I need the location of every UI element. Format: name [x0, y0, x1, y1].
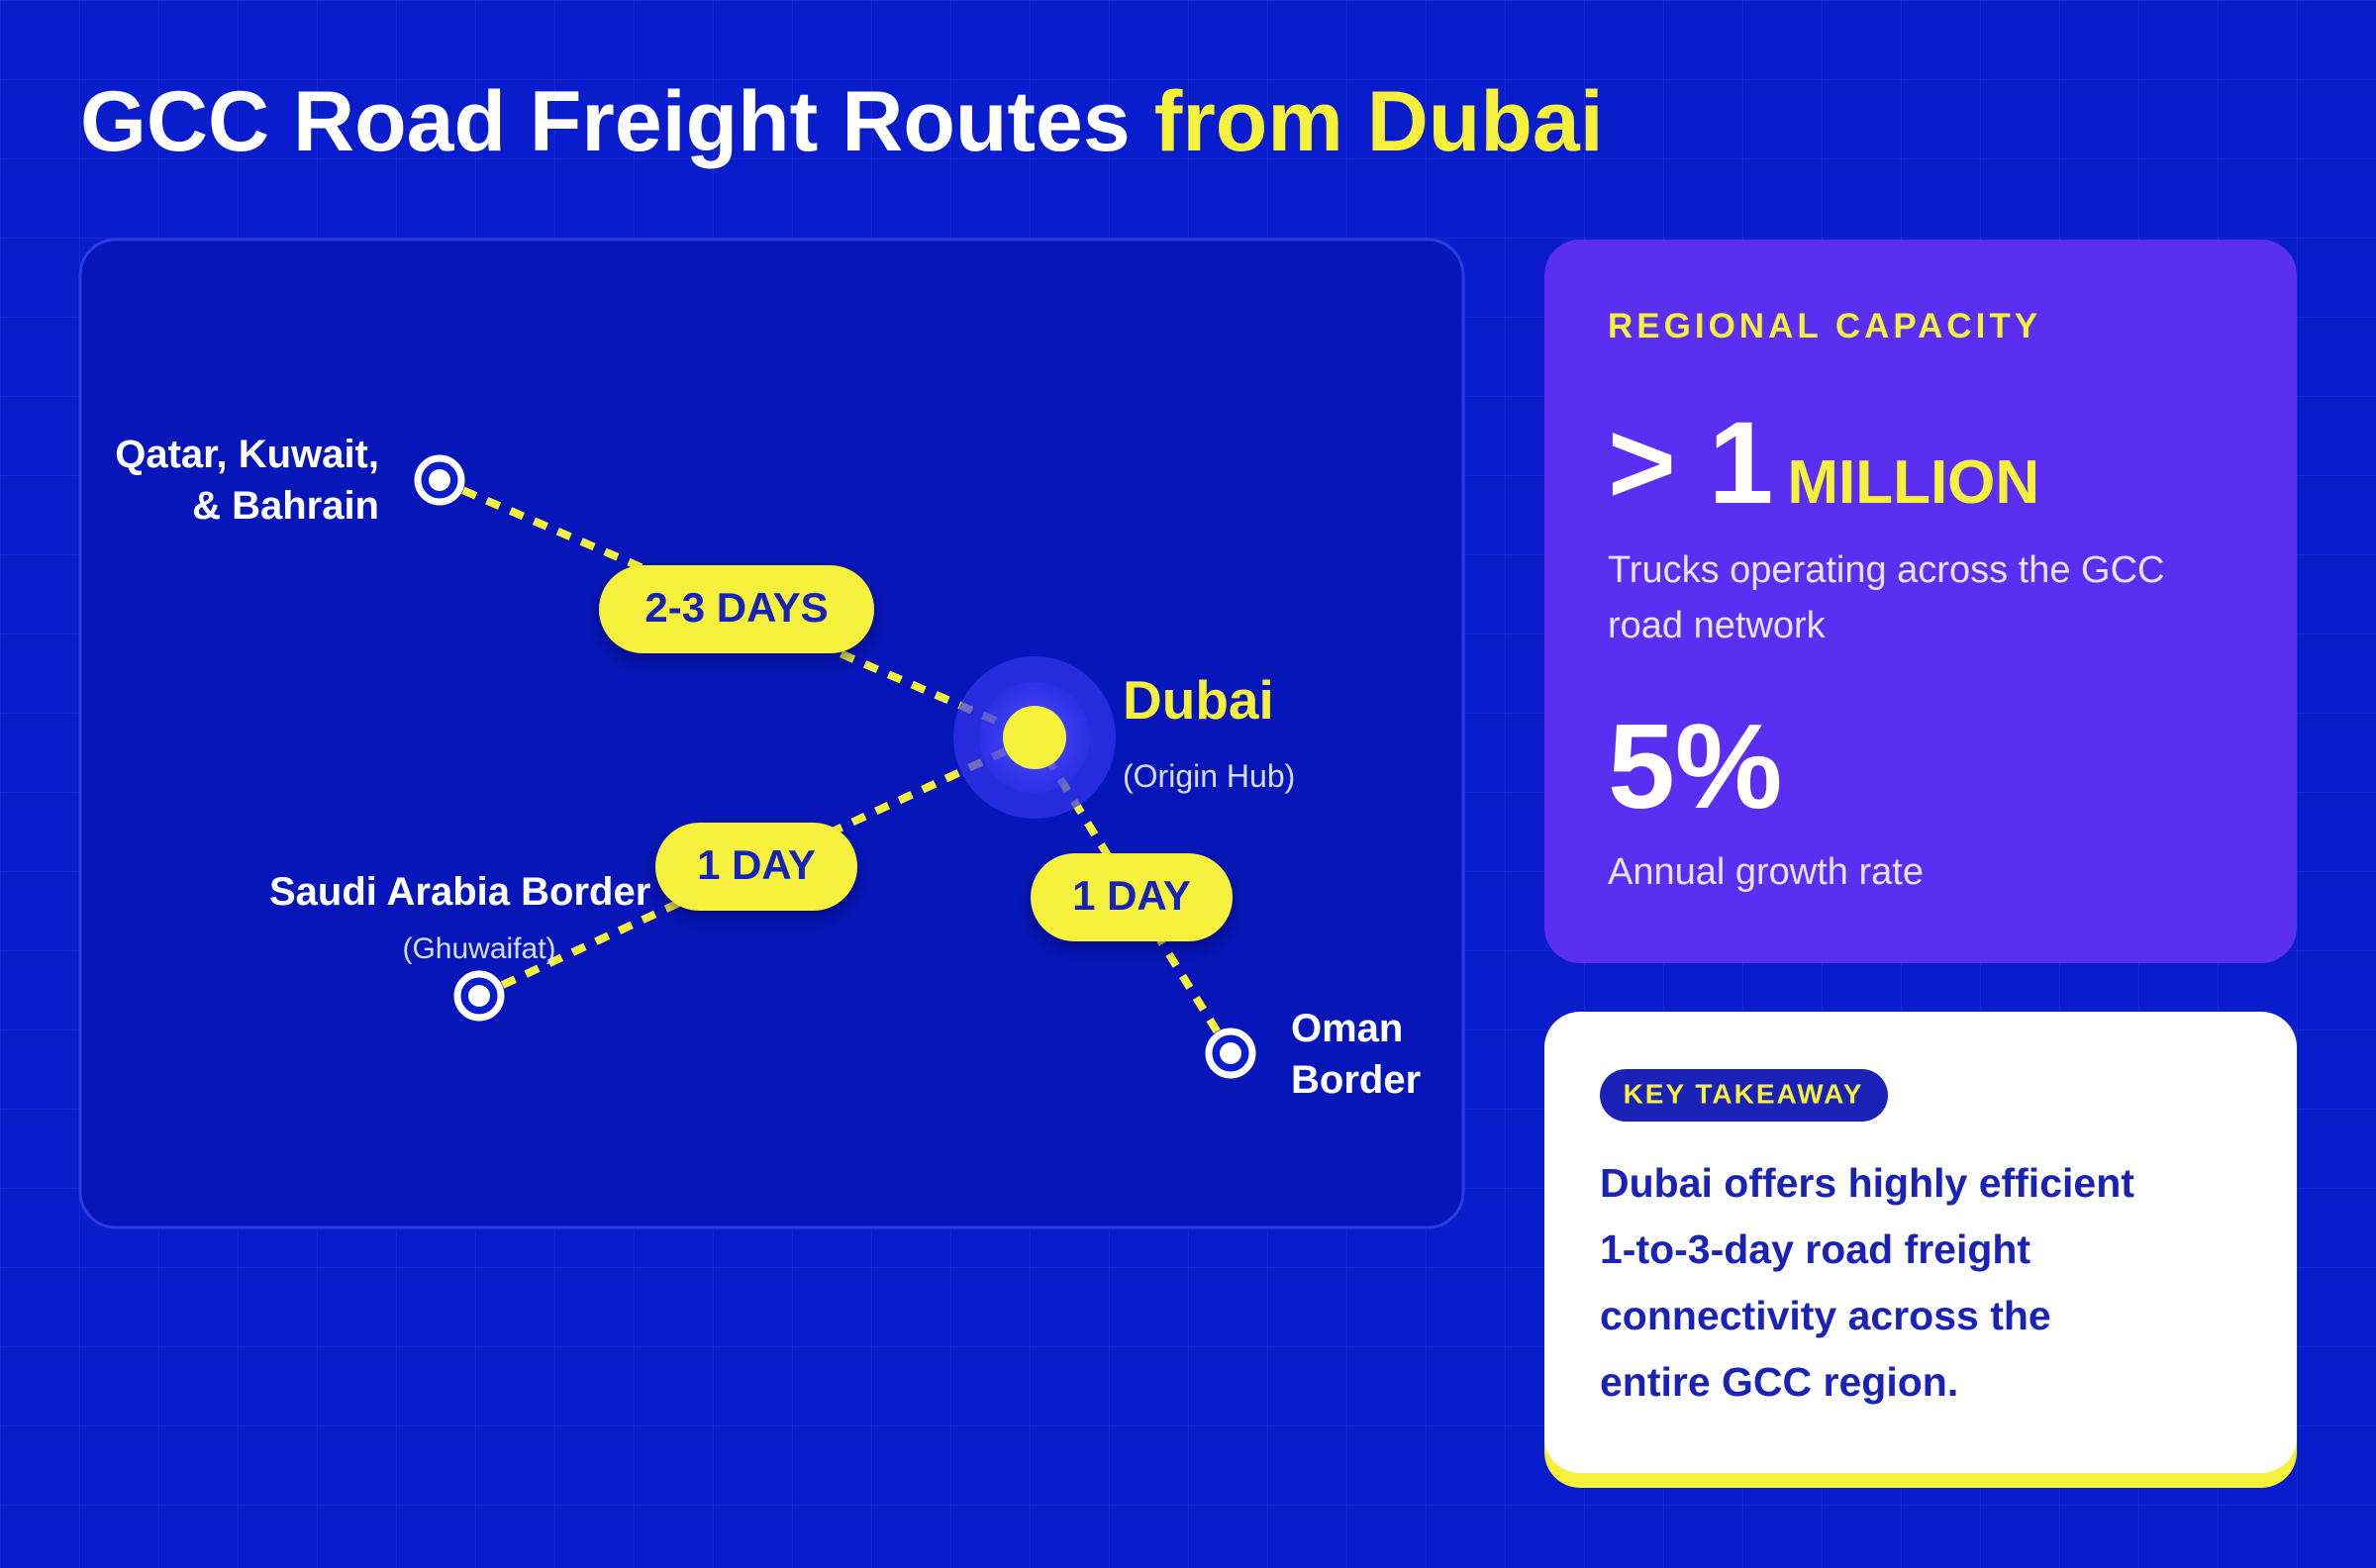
takeaway-text: Dubai offers highly efficient — [1600, 1160, 2134, 1206]
transit-pill: 2-3 DAYS — [599, 565, 874, 653]
capacity-card — [1544, 240, 2297, 963]
transit-pill: 1 DAY — [1031, 853, 1233, 941]
place-label: & Bahrain — [192, 484, 379, 528]
place-note: (Ghuwaifat) — [402, 932, 555, 965]
takeaway-text: entire GCC region. — [1600, 1359, 1958, 1405]
stat-desc: Trucks operating across the GCC — [1608, 549, 2164, 591]
takeaway-text: 1-to-3-day road freight — [1600, 1226, 2030, 1272]
growth-label: Annual growth rate — [1608, 851, 1924, 893]
node-core — [1220, 1042, 1241, 1064]
title: GCC Road Freight Routes from Dubai — [80, 74, 1604, 169]
badge-text: KEY TAKEAWAY — [1624, 1078, 1864, 1109]
takeaway-badge — [1600, 1069, 1888, 1122]
map-panel — [78, 238, 1465, 1229]
pill-bg — [655, 823, 857, 911]
transit-label: 1 DAY — [1072, 872, 1191, 919]
hub-note: (Origin Hub) — [1123, 758, 1295, 794]
title-highlight: from Dubai — [1154, 74, 1604, 169]
card-heading: REGIONAL CAPACITY — [1608, 307, 2041, 345]
place-label: Qatar, Kuwait, — [115, 433, 379, 476]
node-core — [429, 469, 450, 491]
place-label: Border — [1291, 1058, 1421, 1102]
takeaway-card — [1544, 1012, 2297, 1473]
stat-unit: MILLION — [1787, 448, 2039, 517]
hub-name: Dubai — [1123, 669, 1274, 731]
pill-bg — [1031, 853, 1233, 941]
pill-bg — [599, 565, 874, 653]
route-line — [438, 476, 1037, 741]
stat-value: > 1 MILLION — [1608, 398, 2039, 529]
growth-value: 5% — [1608, 699, 1782, 833]
hub-dot — [1003, 706, 1066, 769]
transit-pill: 1 DAY — [655, 823, 857, 911]
stat-prefix: > 1 — [1608, 398, 1773, 529]
transit-label: 2-3 DAYS — [644, 584, 828, 631]
node-core — [468, 985, 490, 1007]
place-label: Saudi Arabia Border — [269, 870, 650, 914]
stat-desc: road network — [1608, 605, 1827, 646]
title-main: GCC Road Freight Routes — [80, 74, 1131, 169]
takeaway-text: connectivity across the — [1600, 1293, 2051, 1338]
transit-label: 1 DAY — [697, 841, 816, 888]
place-label: Oman — [1291, 1007, 1403, 1050]
